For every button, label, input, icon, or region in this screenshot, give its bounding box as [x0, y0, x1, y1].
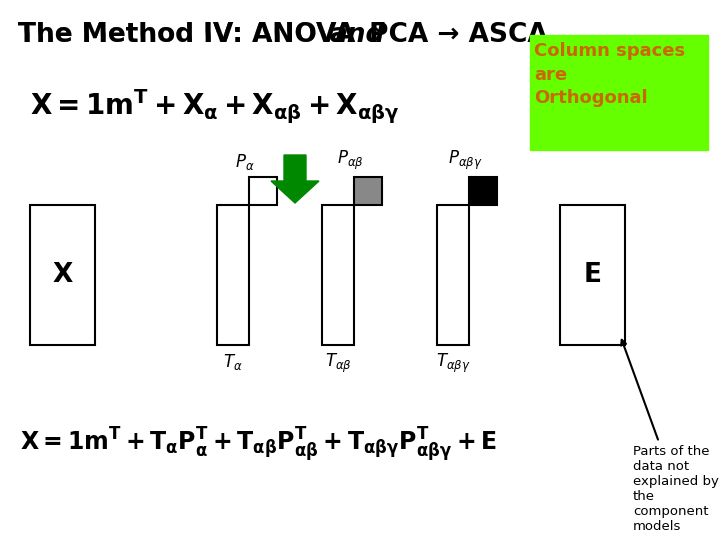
Text: $T_{\alpha}$: $T_{\alpha}$: [223, 352, 243, 372]
Bar: [322, 205, 354, 345]
Bar: [560, 205, 625, 345]
Bar: [437, 205, 469, 345]
Bar: [249, 177, 277, 205]
Text: $P_{\alpha}$: $P_{\alpha}$: [235, 152, 255, 172]
Text: Parts of the
data not
explained by
the
component
models: Parts of the data not explained by the c…: [621, 340, 719, 533]
FancyBboxPatch shape: [530, 35, 708, 150]
Text: X: X: [53, 262, 73, 288]
Text: Column spaces
are
Orthogonal: Column spaces are Orthogonal: [534, 42, 685, 107]
Text: $\mathbf{X = 1m^T + X_{\alpha} + X_{\alpha\beta} + X_{\alpha\beta\gamma}}$: $\mathbf{X = 1m^T + X_{\alpha} + X_{\alp…: [30, 87, 400, 125]
Text: $\mathbf{X = 1m^T + T_{\alpha}P_{\alpha}^T + T_{\alpha\beta}P_{\alpha\beta}^T + : $\mathbf{X = 1m^T + T_{\alpha}P_{\alpha}…: [20, 425, 497, 464]
FancyArrow shape: [271, 155, 319, 203]
Text: $T_{\alpha\beta\gamma}$: $T_{\alpha\beta\gamma}$: [436, 352, 470, 375]
Text: $P_{\alpha\beta}$: $P_{\alpha\beta}$: [337, 149, 364, 172]
Text: PCA → ASCA: PCA → ASCA: [360, 22, 548, 48]
Text: The Method IV: ANOVA: The Method IV: ANOVA: [18, 22, 364, 48]
Text: and: and: [330, 22, 385, 48]
Bar: [217, 205, 249, 345]
Bar: [354, 177, 382, 205]
Bar: [30, 205, 95, 345]
Text: The Method IV: ANOVA and: The Method IV: ANOVA and: [18, 22, 420, 48]
Text: $P_{\alpha\beta\gamma}$: $P_{\alpha\beta\gamma}$: [448, 149, 482, 172]
Text: $T_{\alpha\beta}$: $T_{\alpha\beta}$: [325, 352, 351, 375]
Text: The Method IV: ANOVA: The Method IV: ANOVA: [18, 22, 364, 48]
Text: E: E: [583, 262, 601, 288]
Bar: [469, 177, 497, 205]
